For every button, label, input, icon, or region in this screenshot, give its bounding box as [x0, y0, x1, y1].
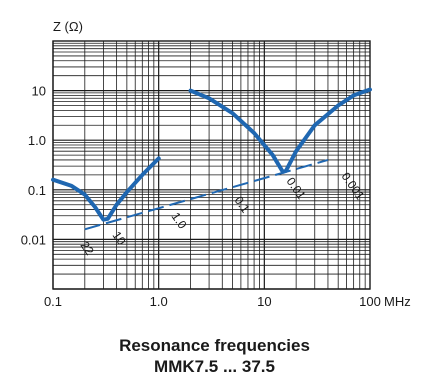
y-tick-label: 10 — [32, 84, 46, 99]
capacitance-label: 1.0 — [169, 210, 190, 232]
x-tick-label: 10 — [257, 294, 271, 309]
caption-line-1: Resonance frequencies — [119, 336, 310, 355]
capacitance-label: 0.01 — [284, 175, 309, 202]
y-tick-label: 0.1 — [28, 183, 46, 198]
capacitance-label: 0.1 — [232, 194, 253, 216]
x-tick-label: 0.1 — [44, 294, 62, 309]
capacitance-label: 10 — [110, 229, 129, 248]
y-tick-label: 1.0 — [28, 133, 46, 148]
x-tick-label: 1.0 — [150, 294, 168, 309]
impedance-curve-1 — [51, 156, 161, 222]
y-tick-label: 0.01 — [21, 232, 46, 247]
plot-frame — [52, 40, 371, 290]
caption-line-2: MMK7.5 ... 37.5 — [154, 357, 275, 376]
x-tick-label: 100 — [359, 294, 381, 309]
y-axis-label: Z (Ω) — [53, 19, 83, 34]
resonance-line — [84, 158, 329, 231]
tick-labels: 0.1 1.0 10 100 10 1.0 0.1 0.01 — [21, 84, 381, 309]
grid — [52, 40, 371, 290]
series-group — [51, 87, 372, 222]
x-axis-unit: MHz — [384, 294, 411, 309]
resonance-line-group — [84, 158, 329, 231]
